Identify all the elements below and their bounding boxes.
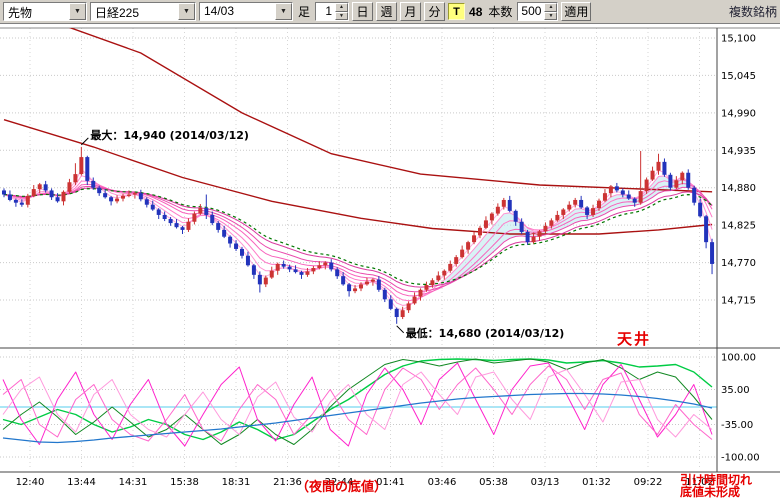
svg-text:最低：14,680 (2014/03/12): 最低：14,680 (2014/03/12) xyxy=(406,326,565,340)
chevron-down-icon[interactable]: ▼ xyxy=(275,3,292,20)
svg-text:01:32: 01:32 xyxy=(582,477,611,488)
svg-text:35.00: 35.00 xyxy=(721,385,750,396)
period-month-button[interactable]: 月 xyxy=(400,2,422,21)
close-cut-line1: 引け時間切れ xyxy=(680,473,753,487)
svg-text:14,825: 14,825 xyxy=(721,221,756,232)
svg-text:15:38: 15:38 xyxy=(170,477,199,488)
period-minute-button[interactable]: 分 xyxy=(424,2,446,21)
svg-text:14,880: 14,880 xyxy=(721,183,756,194)
svg-text:18:31: 18:31 xyxy=(222,477,251,488)
instrument-select[interactable]: 先物 ▼ xyxy=(3,2,87,21)
svg-text:14,715: 14,715 xyxy=(721,296,756,307)
spin-up-icon[interactable]: ▲ xyxy=(544,3,558,12)
spinner-arrows[interactable]: ▲ ▼ xyxy=(335,3,349,20)
svg-text:13:44: 13:44 xyxy=(67,477,96,488)
svg-text:03:46: 03:46 xyxy=(428,477,457,488)
interval-stepper[interactable]: 1 ▲ ▼ xyxy=(315,2,350,21)
bars-stepper[interactable]: 500 ▲ ▼ xyxy=(517,2,559,21)
chevron-down-icon[interactable]: ▼ xyxy=(69,3,86,20)
close-cut-annotation: 引け時間切れ 底値未形成 xyxy=(680,474,752,498)
svg-text:12:40: 12:40 xyxy=(16,477,45,488)
apply-button[interactable]: 適用 xyxy=(561,2,592,21)
night-bottom-annotation: （夜間の底値） xyxy=(296,479,388,494)
period-week-button[interactable]: 週 xyxy=(376,2,398,21)
tick-toggle-button[interactable]: T xyxy=(448,3,466,20)
svg-text:14,770: 14,770 xyxy=(721,258,756,269)
chevron-down-icon[interactable]: ▼ xyxy=(178,3,195,20)
toolbar: 先物 ▼ 日経225 ▼ 14/03 ▼ 足 1 ▲ ▼ 日 週 月 分 T 48… xyxy=(0,0,780,24)
spin-up-icon[interactable]: ▲ xyxy=(335,3,349,12)
interval-value: 1 xyxy=(325,4,333,18)
svg-text:15,045: 15,045 xyxy=(721,71,756,82)
svg-text:14,935: 14,935 xyxy=(721,146,756,157)
contract-value: 14/03 xyxy=(204,4,235,18)
svg-text:-35.00: -35.00 xyxy=(721,420,753,431)
svg-text:05:38: 05:38 xyxy=(479,477,508,488)
svg-text:09:22: 09:22 xyxy=(634,477,663,488)
close-cut-line2: 底値未形成 xyxy=(680,485,741,499)
chart-area: 15,100 15,045 14,990 14,935 14,880 14,825 14,7… xyxy=(0,24,780,500)
bar-type-label: 足 xyxy=(298,5,311,19)
svg-text:15,100: 15,100 xyxy=(721,34,756,45)
svg-text:01:41: 01:41 xyxy=(376,477,405,488)
symbol-select[interactable]: 日経225 ▼ xyxy=(90,2,196,21)
svg-text:22:44: 22:44 xyxy=(325,477,354,488)
svg-text:11:02: 11:02 xyxy=(685,477,714,488)
svg-text:03/13: 03/13 xyxy=(531,477,560,488)
svg-text:最大：14,940 (2014/03/12): 最大：14,940 (2014/03/12) xyxy=(90,128,249,142)
svg-text:14,990: 14,990 xyxy=(721,108,756,119)
bars-value: 500 xyxy=(521,4,542,18)
ceiling-annotation: 天井 xyxy=(617,331,652,348)
period-day-button[interactable]: 日 xyxy=(352,2,374,21)
svg-text:14:31: 14:31 xyxy=(119,477,148,488)
symbol-value: 日経225 xyxy=(95,6,140,20)
multi-symbol-button[interactable]: 複数銘柄 xyxy=(728,5,777,19)
spin-down-icon[interactable]: ▼ xyxy=(335,11,349,20)
svg-text:100.00: 100.00 xyxy=(721,353,756,364)
spinner-arrows[interactable]: ▲ ▼ xyxy=(544,3,558,20)
tick-count-value: 48 xyxy=(469,4,483,19)
instrument-value: 先物 xyxy=(8,6,33,20)
contract-select[interactable]: 14/03 ▼ xyxy=(199,2,293,21)
spin-down-icon[interactable]: ▼ xyxy=(544,11,558,20)
svg-text:-100.00: -100.00 xyxy=(721,453,760,464)
svg-text:21:36: 21:36 xyxy=(273,477,302,488)
bars-count-label: 本数 xyxy=(488,5,513,19)
chart-canvas[interactable]: 15,100 15,045 14,990 14,935 14,880 14,825 14,7… xyxy=(0,24,780,500)
